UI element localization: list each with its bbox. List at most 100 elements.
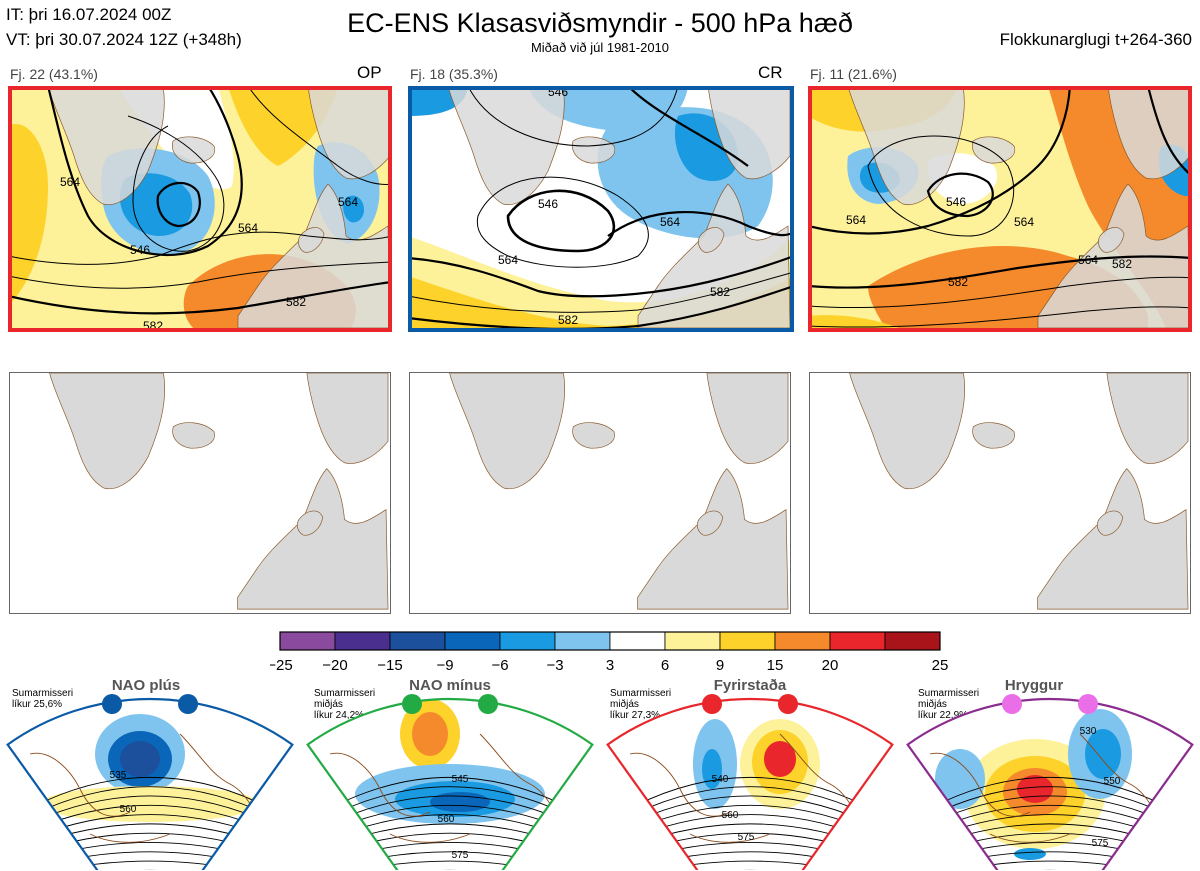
contour-5 [156,182,201,228]
cluster-frame [408,86,794,332]
landmass-4 [1096,510,1124,536]
landmass-2 [706,373,789,464]
regime-fill [907,698,1193,870]
colorbar-segment-5 [554,631,611,651]
regime-marker-dot-1 [1078,694,1098,714]
landmass-1 [237,468,389,610]
regime-marker-dot-1 [778,694,798,714]
colorbar-tick: −15 [377,657,402,674]
contour-2 [408,254,794,298]
landmass-0 [49,373,166,490]
colorbar-segment-8 [719,631,776,651]
regime-marker-dot-0 [102,694,122,714]
regime-frame [606,697,894,870]
landmass-4 [296,510,324,536]
landmass-3 [972,422,1015,449]
contour-2 [808,306,1192,328]
landmass-1 [1037,183,1191,329]
regime-map-ridge: 530 550 575 [906,694,1194,870]
anomaly-area-8 [343,195,364,223]
landmass-3 [572,422,615,449]
empty-map-3 [809,372,1191,614]
anomaly-area-3 [228,86,338,166]
regime-contour-label: 550 [1104,776,1121,787]
land-mask [849,373,1189,610]
regime-anomaly-4 [702,749,722,789]
regime-contour-label: 530 [1080,726,1097,737]
height-contours [408,86,794,330]
cluster-map-1: 564 546 564 564 582 582 [8,86,392,332]
contour-6 [1146,86,1192,177]
contour-label: 546 [946,195,966,209]
regime-anomaly-7 [1014,848,1046,860]
regime-contour-label: 575 [1092,838,1109,849]
colorbar-segment-10 [829,631,886,651]
regime-map-nao-plus: 535 560 [6,694,294,870]
contour-label: 564 [660,215,680,229]
regime-contour-1 [607,860,893,870]
regime-anomaly-4 [430,792,490,812]
regime-anomaly-2 [764,741,796,777]
landmass-4 [696,510,724,536]
contour-3 [46,86,243,257]
colorbar-tick: −9 [436,657,453,674]
landmass-4 [298,227,325,253]
colorbar-tick: −6 [491,657,508,674]
colorbar-tick: 15 [767,657,784,674]
contour-label: 564 [60,175,80,189]
regime-contour-1 [907,860,1193,870]
colorbar-tick: 25 [932,657,949,674]
regime-contour-label: 560 [120,804,137,815]
landmass-2 [707,86,791,180]
regime-2-note: Sumarmisseri miðjás líkur 24,2% [314,688,376,721]
contour-label: 582 [558,313,578,327]
landmass-3 [572,136,616,164]
landmass-3 [172,422,215,449]
land-mask [47,86,391,329]
contour-label: 564 [846,213,866,227]
valid-time: VT: þri 30.07.2024 12Z (+348h) [6,30,242,49]
regime-3-note: Sumarmisseri miðjás líkur 27,3% [610,688,672,721]
contour-4 [476,176,649,268]
colorbar-segment-0 [279,631,336,651]
colorbar-segment-4 [499,631,556,651]
contour-0 [408,284,794,330]
regime-1-title: NAO plús [111,677,181,694]
regime-fill [607,698,893,870]
cluster-1-label: Fj. 22 (43.1%) [10,66,98,82]
regime-contour-label: 575 [738,832,755,843]
contour-7 [627,86,749,167]
regime-anomaly-1 [412,712,448,756]
landmass-1 [1037,468,1189,610]
cluster-frame [808,86,1192,332]
regime-anomaly-3 [40,786,260,822]
landmass-1 [237,183,391,329]
regime-frame [306,697,594,870]
height-contours [8,86,392,315]
regime-marker-dot-1 [478,694,498,714]
anomaly-area-4 [808,315,908,332]
colorbar-tick: −20 [322,657,347,674]
contour-6 [467,86,679,147]
landmass-2 [306,373,389,464]
regime-contour-label: 560 [722,810,739,821]
contour-label: 546 [538,197,558,211]
landmass-1 [637,183,791,329]
height-contours [808,86,1192,328]
regime-contour-1 [307,860,593,870]
regime-marker-dot-0 [702,694,722,714]
contour-2 [8,231,392,265]
contour-1 [408,271,794,313]
empty-map-2-svg [449,373,789,610]
regime-contour-label: 535 [110,770,127,781]
regime-frame [906,697,1194,870]
regime-map-nao-minus: 545 560 575 [306,694,594,870]
contour-label: 582 [286,295,306,309]
contour-label: 564 [1014,215,1034,229]
contour-label: 582 [710,285,730,299]
cluster-2-tag: CR [758,63,783,82]
page-subtitle: Miðað við júl 1981-2010 [530,40,670,55]
regime-contour-1 [7,860,293,870]
empty-map-2 [409,372,791,614]
